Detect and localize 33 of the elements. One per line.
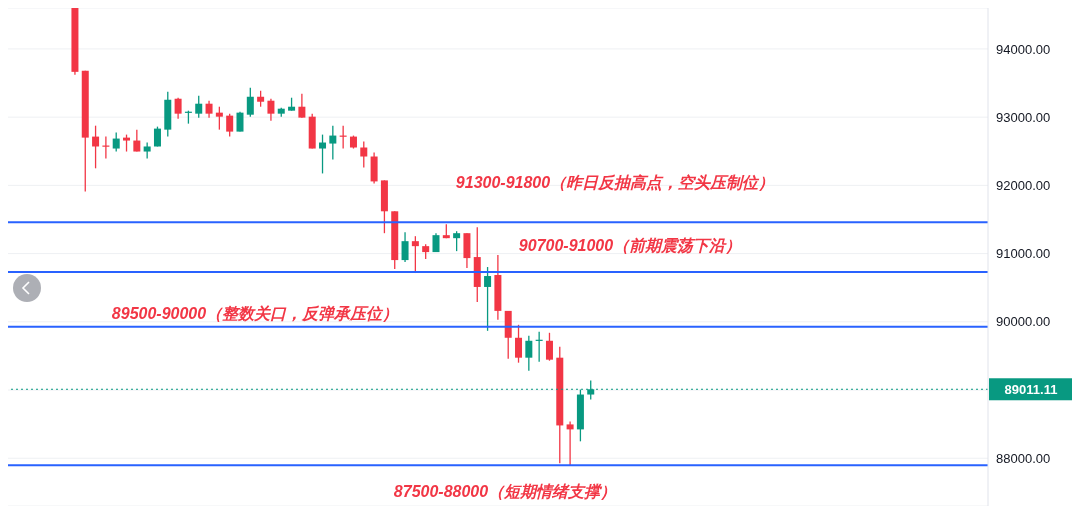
candlestick (515, 324, 523, 364)
candlestick (215, 106, 223, 131)
candlestick (545, 332, 553, 362)
candlestick (329, 125, 337, 161)
ref-line-label: 87500-88000（短期情绪支撑） (393, 483, 617, 502)
candlestick (112, 131, 120, 153)
candlestick (319, 133, 327, 175)
candlestick (246, 87, 254, 118)
candlestick (360, 140, 368, 169)
y-tick-label: 92000.00 (996, 177, 1051, 193)
candlestick (226, 113, 234, 138)
candlestick (566, 420, 574, 466)
ref-line-label: 89011.11 (1004, 382, 1058, 398)
candlestick (195, 95, 203, 119)
candlestick (133, 128, 141, 153)
ref-line-label: 91300-91800（昨日反抽高点，空头压制位） (455, 173, 775, 193)
candlestick (411, 235, 419, 274)
ref-line-label: 89500-90000（整数关口，反弹承压位） (111, 304, 399, 323)
y-tick-label: 94000.00 (996, 41, 1051, 57)
candlestick (298, 93, 306, 119)
candlestick (484, 266, 492, 332)
candlestick (401, 231, 409, 263)
candlestick (174, 97, 182, 120)
candlestick (92, 125, 100, 169)
candlestick (236, 111, 244, 133)
y-tick-label: 90000.00 (996, 314, 1051, 330)
candlestick (525, 335, 533, 372)
ref-line-label: 90700-91000（前期震荡下沿） (518, 237, 742, 256)
y-tick-label: 91000.00 (996, 246, 1051, 262)
candlestick (453, 230, 461, 252)
y-tick-label: 93000.00 (996, 109, 1051, 125)
y-tick-label: 88000.00 (996, 450, 1051, 466)
candlestick (267, 98, 275, 122)
